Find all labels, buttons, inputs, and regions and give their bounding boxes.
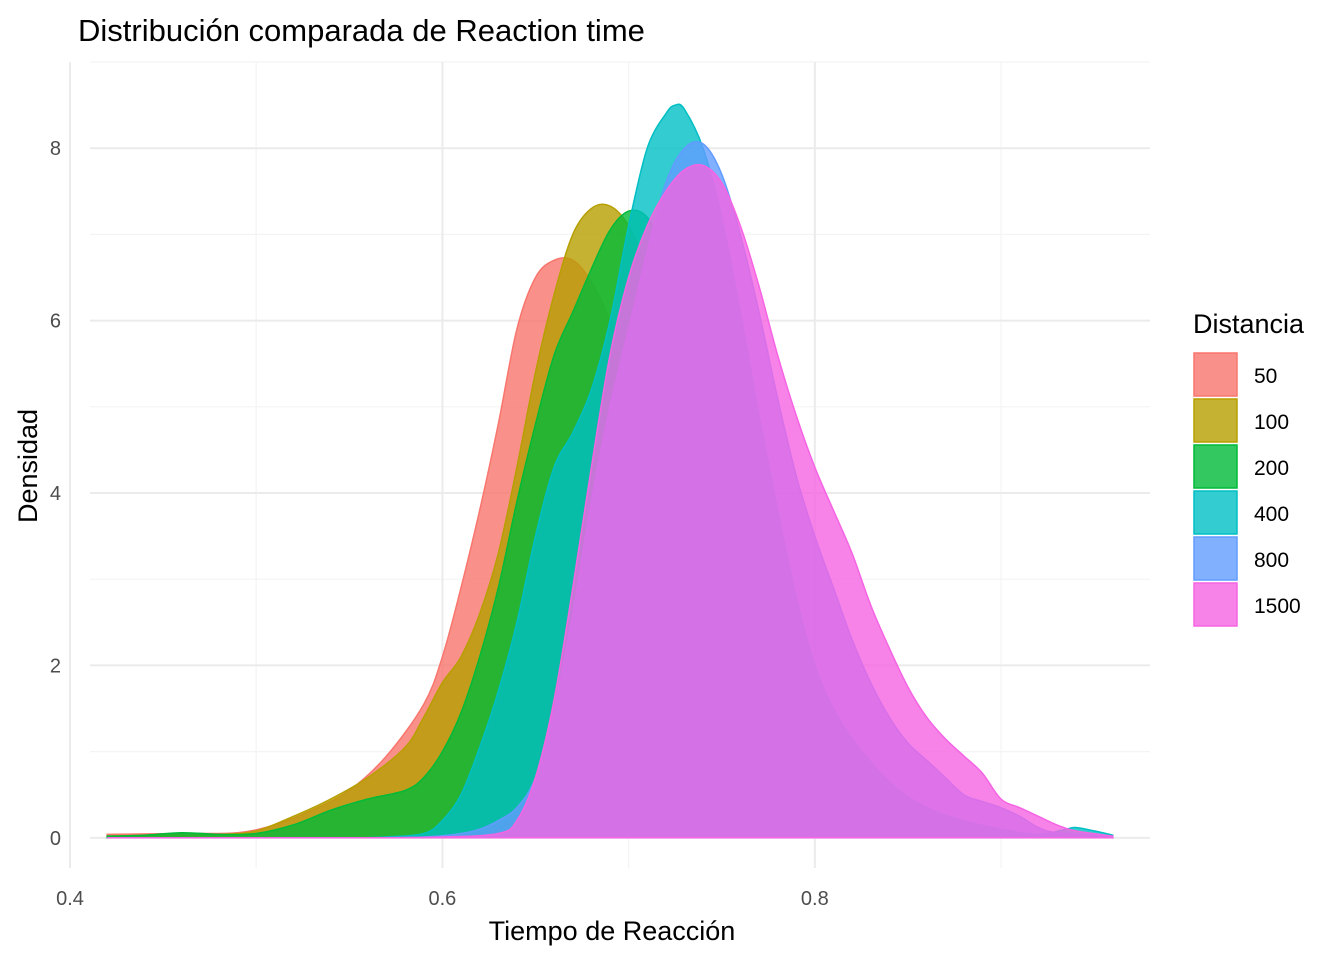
y-tick-label: 4: [50, 483, 61, 505]
x-axis-title: Tiempo de Reacción: [489, 916, 736, 946]
legend-label-50: 50: [1254, 365, 1277, 388]
legend-label-1500: 1500: [1254, 595, 1301, 618]
x-tick-label: 0.8: [801, 888, 829, 910]
density-areas: [106, 103, 1114, 839]
x-tick-label: 0.6: [429, 888, 457, 910]
legend-key-1500: [1193, 582, 1238, 627]
legend-key-800: [1193, 536, 1238, 581]
y-tick-label: 6: [50, 311, 61, 333]
legend-label-200: 200: [1254, 457, 1289, 480]
legend-label-800: 800: [1254, 549, 1289, 572]
legend-key-400: [1193, 490, 1238, 535]
legend-label-100: 100: [1254, 411, 1289, 434]
legend-key-200: [1193, 444, 1238, 489]
y-tick-label: 0: [50, 828, 61, 850]
legend-label-400: 400: [1254, 503, 1289, 526]
legend-key-100: [1193, 398, 1238, 443]
x-tick-label: 0.4: [56, 888, 84, 910]
x-axis-ticks: 0.4 0.6 0.8: [56, 888, 829, 910]
chart-title: Distribución comparada de Reaction time: [78, 13, 645, 48]
legend-title: Distancia: [1193, 309, 1305, 339]
legend: Distancia 50 100 200 400 800 1500: [1193, 309, 1305, 627]
density-area-1500: [107, 163, 1114, 839]
y-axis-ticks: 0 2 4 6 8: [50, 138, 61, 850]
y-axis-title: Densidad: [13, 409, 43, 523]
y-tick-label: 2: [50, 655, 61, 677]
legend-key-50: [1193, 352, 1238, 397]
y-tick-label: 8: [50, 138, 61, 160]
